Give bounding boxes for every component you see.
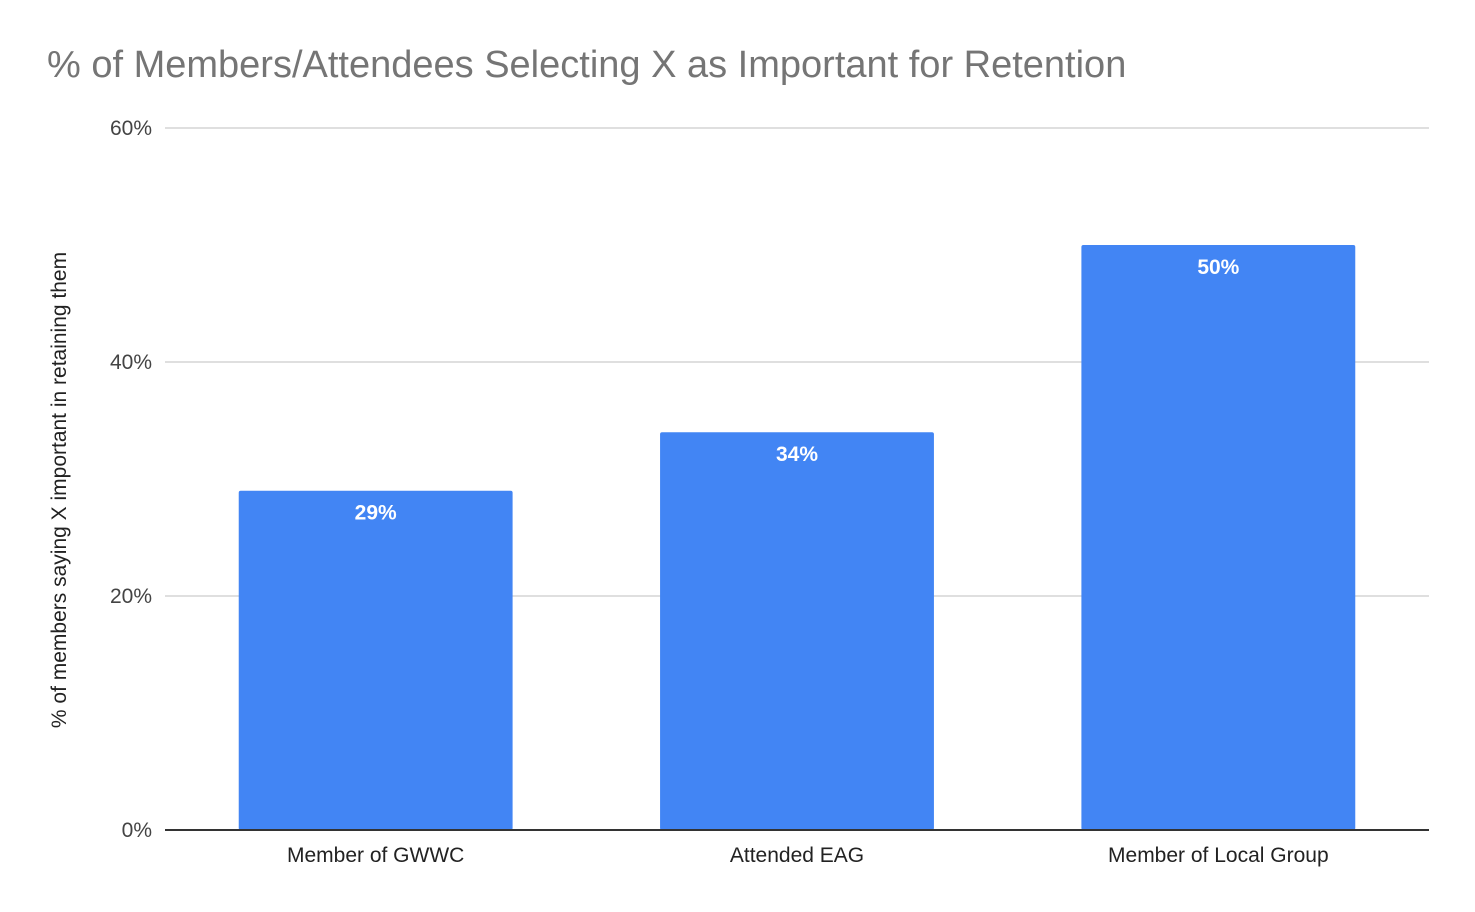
bars xyxy=(238,245,1356,830)
x-tick-label: Attended EAG xyxy=(730,844,864,867)
data-label: 34% xyxy=(776,443,818,466)
bar xyxy=(1081,245,1356,830)
y-tick-label: 20% xyxy=(110,585,152,608)
data-label: 50% xyxy=(1197,256,1239,279)
bar xyxy=(660,432,934,830)
y-tick-label: 40% xyxy=(110,351,152,374)
bar xyxy=(238,490,513,830)
chart-title: % of Members/Attendees Selecting X as Im… xyxy=(47,44,1126,86)
category-labels: Member of GWWC Attended EAG Member of Loca… xyxy=(287,844,1329,867)
y-tick-label: 0% xyxy=(122,819,152,842)
y-tick-labels: 0% 20% 40% 60% xyxy=(110,117,152,842)
x-tick-label: Member of Local Group xyxy=(1108,844,1329,867)
y-axis-label: % of members saying X important in retai… xyxy=(48,252,71,728)
x-tick-label: Member of GWWC xyxy=(287,844,464,867)
y-tick-label: 60% xyxy=(110,117,152,140)
data-label: 29% xyxy=(355,502,397,525)
data-labels: 29% 34% 50% xyxy=(355,256,1240,525)
